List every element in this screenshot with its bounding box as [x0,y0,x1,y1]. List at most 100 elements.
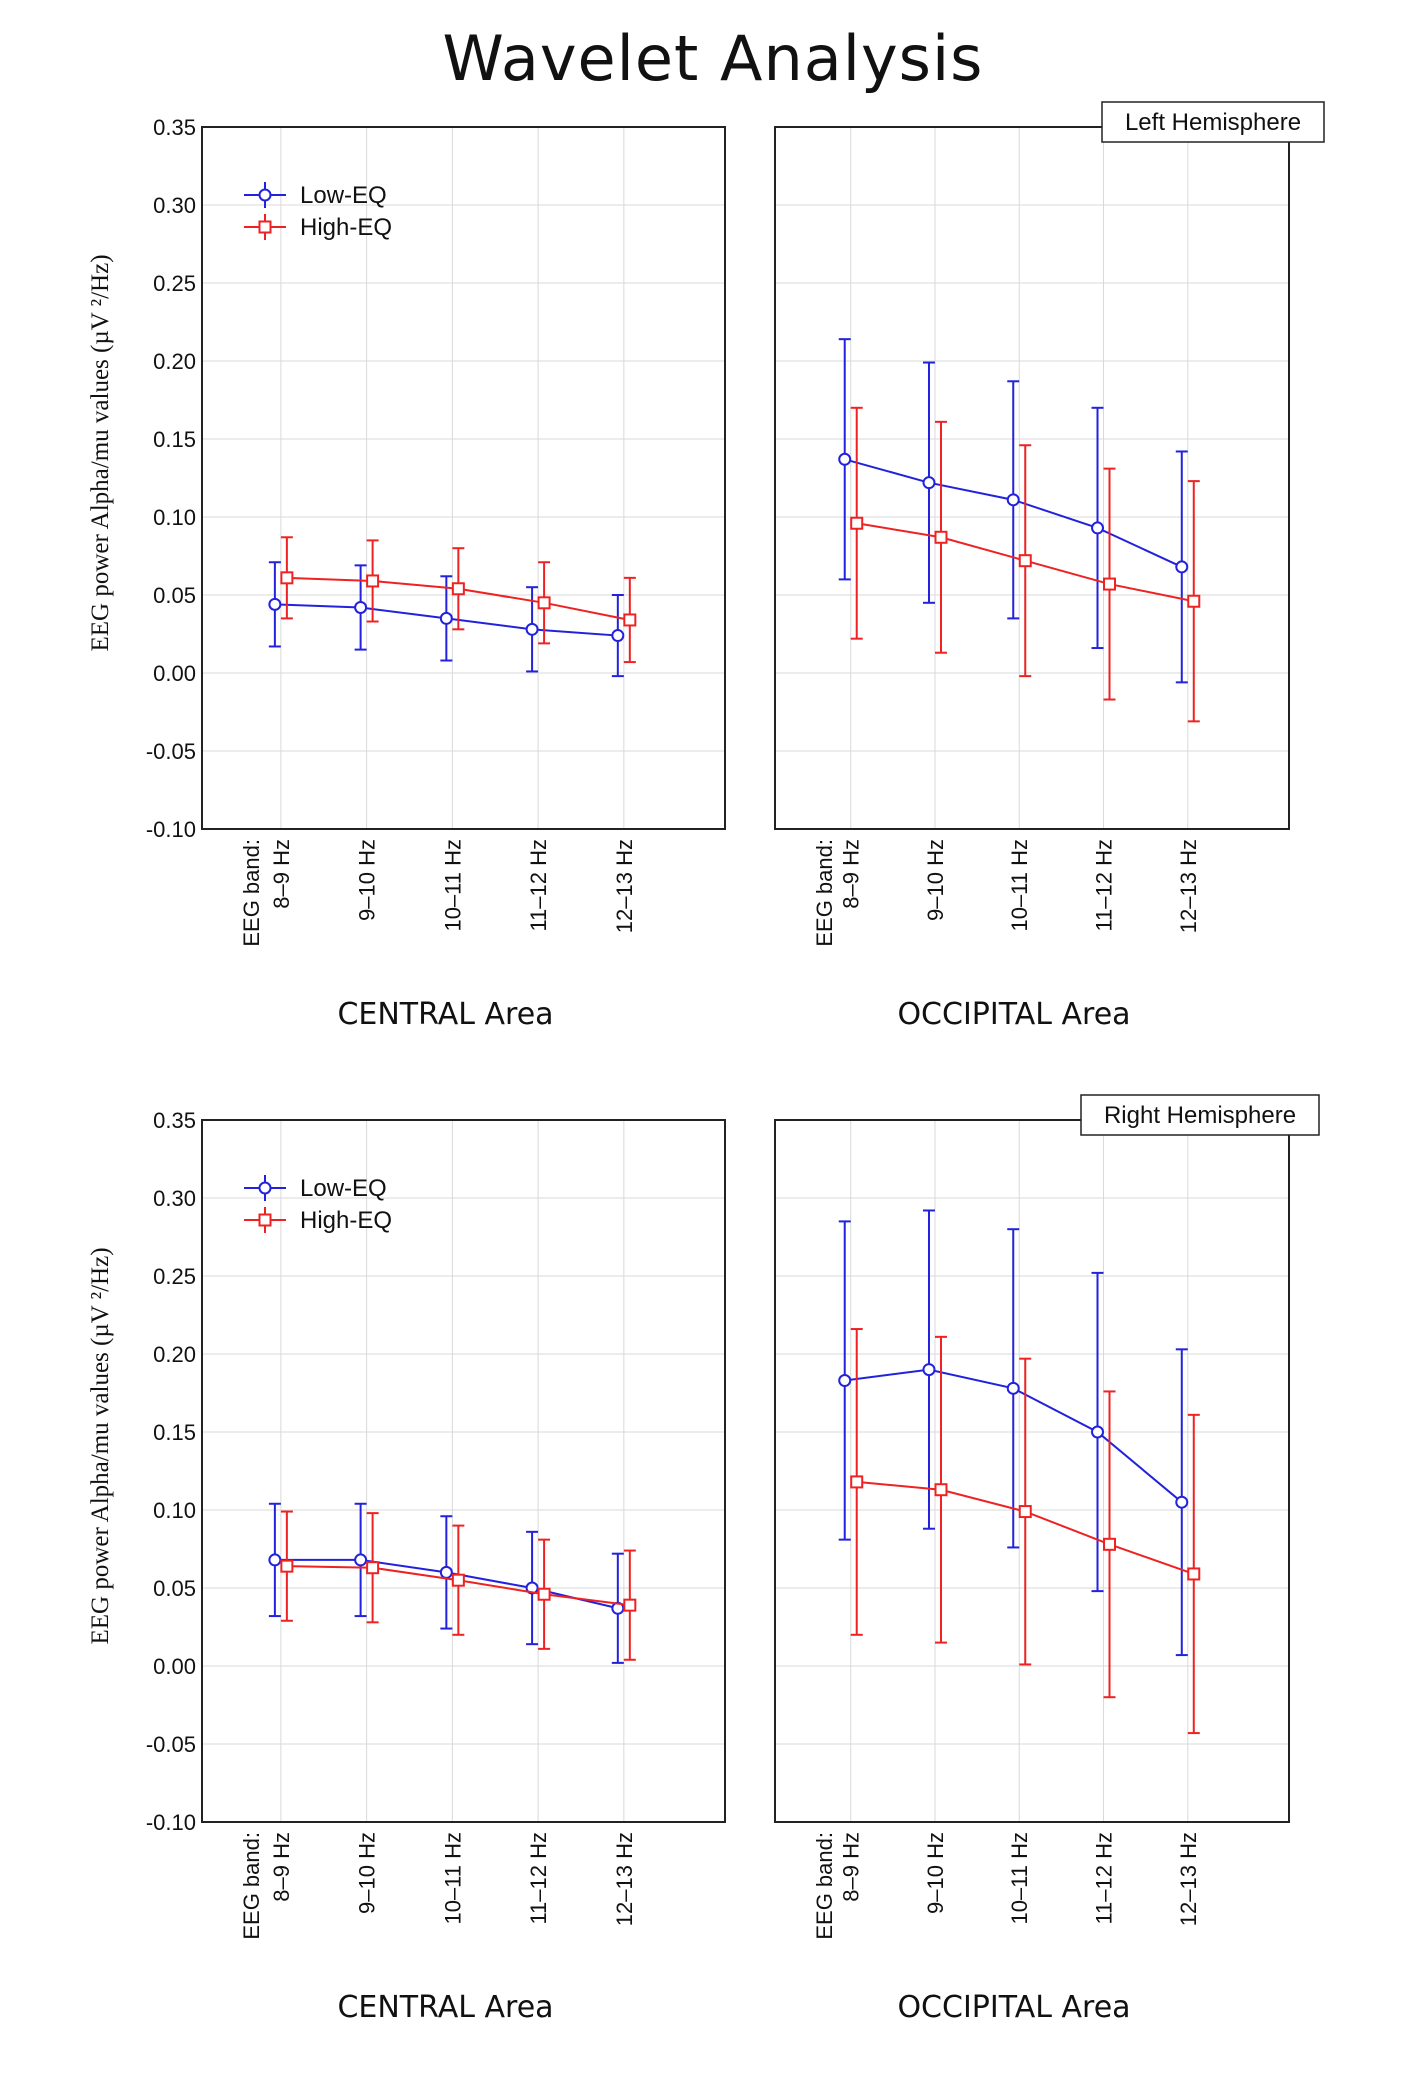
x-tick-label: 12–13 Hz [1176,1832,1201,1926]
x-tick-label: 12–13 Hz [612,1832,637,1926]
y-tick-label: 0.25 [153,271,196,296]
legend-marker [258,188,272,202]
data-point [1018,1505,1032,1519]
data-point [280,1559,294,1573]
legend-label: Low-EQ [300,182,387,209]
y-axis-label: EEG power Alpha/mu values (µV ²/Hz) [87,1247,114,1644]
data-point [439,1565,453,1579]
x-tick-label: 11–12 Hz [1092,1832,1117,1925]
hemisphere-label-box: Right Hemisphere [1080,1094,1320,1136]
x-tick-label: 9–10 Hz [355,1832,380,1914]
y-tick-label: 0.15 [153,427,196,452]
data-point [934,1483,948,1497]
y-tick-label: 0.20 [153,349,196,374]
chart-title: Wavelet Analysis [442,22,984,95]
y-tick-label: -0.10 [146,817,196,842]
panel-frame [201,1119,726,1823]
x-tick-label: 11–12 Hz [526,1832,551,1925]
data-point [1175,560,1189,574]
y-tick-label: 0.30 [153,1186,196,1211]
x-band-label: EEG band: [239,1832,264,1940]
y-tick-label: 0.00 [153,1654,196,1679]
hemisphere-label: Right Hemisphere [1104,1102,1296,1129]
y-tick-label: 0.05 [153,1576,196,1601]
data-point [838,1374,852,1388]
data-point [354,1553,368,1567]
y-tick-label: 0.20 [153,1342,196,1367]
x-tick-label: 11–12 Hz [1092,839,1117,932]
hemisphere-label: Left Hemisphere [1125,109,1301,136]
data-point [366,574,380,588]
legend-marker [258,1181,272,1195]
panel-occipital: EEG band: 8–9 Hz 9–10 Hz 10–11 Hz 11–12 Hz 12… [774,1119,1290,2025]
panel-frame [774,1119,1290,1823]
hemisphere-label-box: Left Hemisphere [1101,101,1325,143]
data-point [268,597,282,611]
x-tick-label: 9–10 Hz [923,839,948,921]
data-point [1091,521,1105,535]
data-point [537,1587,551,1601]
data-point [611,629,625,643]
legend-marker [258,220,272,234]
legend-label: High-EQ [300,1207,392,1234]
x-tick-label: 9–10 Hz [923,1832,948,1914]
y-tick-label: 0.00 [153,661,196,686]
data-point [537,596,551,610]
data-point [922,476,936,490]
x-tick-label: 10–11 Hz [440,839,465,932]
chart-row-1: -0.10 -0.05 0.00 0.05 0.10 0.15 0.20 0.25 0.30 0.… [87,101,1325,1032]
data-point [838,452,852,466]
y-tick-label: 0.35 [153,1108,196,1133]
data-point [280,571,294,585]
panel-central: EEG band: 8–9 Hz 9–10 Hz 10–11 Hz 11–12 Hz 12… [201,126,726,1032]
chart-row-2: -0.10 -0.05 0.00 0.05 0.10 0.15 0.20 0.25 0.30 0.… [87,1094,1320,2025]
data-point [439,611,453,625]
data-point [1175,1495,1189,1509]
x-tick-label: 12–13 Hz [612,839,637,933]
y-tick-label: -0.05 [146,739,196,764]
data-point [1018,554,1032,568]
y-tick-label: 0.05 [153,583,196,608]
data-point [366,1561,380,1575]
data-point [1103,577,1117,591]
data-point [1187,594,1201,608]
data-point [934,530,948,544]
hemisphere-box [1080,1094,1320,1136]
x-tick-label: 12–13 Hz [1176,839,1201,933]
y-tick-label: -0.10 [146,1810,196,1835]
hemisphere-box [1101,101,1325,143]
panel-frame [201,126,726,830]
x-tick-label: 9–10 Hz [355,839,380,921]
data-point [1103,1537,1117,1551]
data-point [1006,1381,1020,1395]
y-axis-label: EEG power Alpha/mu values (µV ²/Hz) [87,254,114,651]
x-tick-label: 11–12 Hz [526,839,551,932]
y-tick-label: 0.15 [153,1420,196,1445]
data-point [1187,1567,1201,1581]
y-tick-label: -0.05 [146,1732,196,1757]
x-axis-label: CENTRAL Area [337,997,553,1032]
x-tick-label: 10–11 Hz [1007,839,1032,932]
x-tick-label: 8–9 Hz [269,1832,294,1902]
data-point [922,1363,936,1377]
data-point [623,1598,637,1612]
y-tick-label: 0.30 [153,193,196,218]
x-tick-label: 10–11 Hz [1007,1832,1032,1925]
data-point [1006,493,1020,507]
x-tick-label: 10–11 Hz [440,1832,465,1925]
y-tick-label: 0.10 [153,505,196,530]
data-point [850,516,864,530]
x-band-label: EEG band: [239,839,264,947]
x-band-label: EEG band: [812,839,837,947]
data-point [1091,1425,1105,1439]
data-point [850,1475,864,1489]
x-axis-label: CENTRAL Area [337,1990,553,2025]
y-tick-label: 0.10 [153,1498,196,1523]
x-tick-label: 8–9 Hz [839,839,864,909]
y-tick-label: 0.35 [153,115,196,140]
legend-label: Low-EQ [300,1175,387,1202]
data-point [451,582,465,596]
panel-central: EEG band: 8–9 Hz 9–10 Hz 10–11 Hz 11–12 Hz 12… [201,1119,726,2025]
data-point [451,1573,465,1587]
